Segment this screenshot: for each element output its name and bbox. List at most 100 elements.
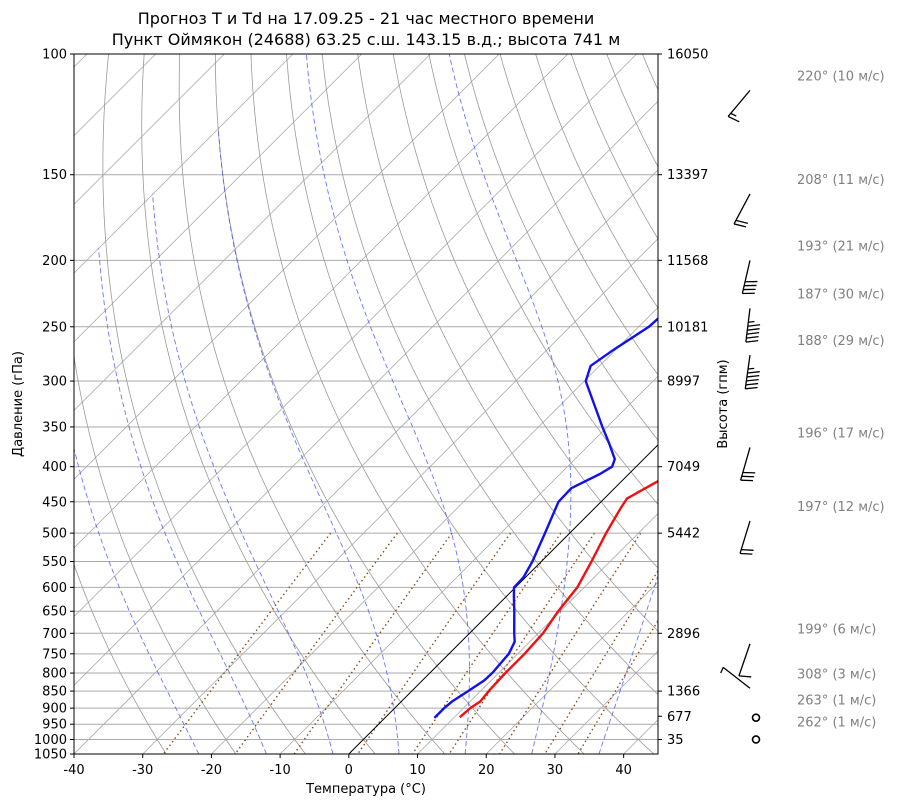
dry-adiabat-line <box>856 54 900 754</box>
dry-adiabat-line <box>642 54 658 91</box>
barb-flag <box>746 378 759 382</box>
height-tick-label: 13397 <box>667 168 708 183</box>
plot-frame <box>73 53 659 755</box>
y-tick-label: 1050 <box>34 748 67 763</box>
wind-label: 197° (12 м/с) <box>797 500 885 515</box>
x-tick-label: 30 <box>547 763 564 778</box>
y-tick-label: 900 <box>42 702 67 717</box>
barb-half-flag <box>747 367 755 370</box>
dry-adiabat-line <box>321 54 658 696</box>
height-tick-label: 10181 <box>667 320 708 335</box>
moist-adiabat-line <box>152 193 334 754</box>
x-tick-label: 0 <box>345 763 353 778</box>
barb-flag <box>745 386 758 390</box>
x-tick-label: -40 <box>63 763 84 778</box>
wind-label: 199° (6 м/с) <box>797 623 876 638</box>
isotherm-line <box>74 169 658 754</box>
moist-adiabat-line <box>74 446 200 754</box>
moist-adiabat-line <box>448 54 572 754</box>
wind-label: 262° (1 м/с) <box>797 715 876 730</box>
isotherm-line <box>74 54 500 480</box>
dry-adiabat-line <box>74 354 237 754</box>
isotherm-line <box>74 54 294 274</box>
x-tick-label: 10 <box>409 763 426 778</box>
moist-adiabat-line <box>305 54 470 754</box>
mixing-ratio-line <box>162 532 332 754</box>
height-tick-label: 8997 <box>667 375 700 390</box>
barb-flag <box>741 549 754 551</box>
wind-label: 208° (11 м/с) <box>797 173 885 188</box>
mixing-ratio-line <box>448 532 596 754</box>
dry-adiabat-line <box>214 54 515 754</box>
height-tick-label: 677 <box>667 710 692 725</box>
wind-barb: 262° (1 м/с) <box>751 715 876 744</box>
ticks-layer: -40 -30 -20 -10 0 10 20 30 40 100 150 200 250 300 350 4… <box>34 48 708 779</box>
zero-isotherm-line <box>348 444 658 754</box>
x-tick-label: 40 <box>615 763 632 778</box>
barb-staff <box>739 520 751 554</box>
y-tick-label: 650 <box>42 605 67 620</box>
dry-adiabat-line <box>392 54 658 569</box>
height-tick-label: 5442 <box>667 527 700 542</box>
y-tick-label: 100 <box>42 48 67 63</box>
wind-label: 193° (21 м/с) <box>797 239 885 254</box>
chart-title-line2: Пункт Оймякон (24688) 63.25 с.ш. 143.15 … <box>112 30 621 49</box>
dry-adiabat-line <box>250 54 585 754</box>
dry-adiabat-line <box>464 54 658 441</box>
isotherm-line <box>74 54 431 412</box>
dry-adiabat-line <box>820 54 900 754</box>
moist-adiabat-line <box>98 248 267 754</box>
calm-circle <box>751 735 761 744</box>
wind-barb: 208° (11 м/с) <box>733 173 885 228</box>
dry-adiabat-line <box>785 54 900 754</box>
dry-adiabat-line <box>286 54 655 754</box>
isotherm-line <box>142 238 658 754</box>
mixing-ratio-line <box>577 619 658 754</box>
y-tick-label: 550 <box>42 555 67 570</box>
barb-half-flag <box>748 320 755 323</box>
barb-staff <box>745 308 751 343</box>
barb-flag <box>738 675 752 678</box>
chart-title-line1: Прогноз T и Td на 17.09.25 - 21 час мест… <box>138 9 594 28</box>
isotherm-line <box>74 54 363 343</box>
height-axis-label: Высота (гпм) <box>716 359 731 448</box>
moist-adiabat-line <box>598 573 658 754</box>
wind-barb: 193° (21 м/с) <box>741 239 885 295</box>
wind-barb: 187° (30 м/с) <box>745 287 885 343</box>
calm-circle <box>751 713 761 722</box>
x-tick-label: 20 <box>478 763 495 778</box>
mixing-ratio-line <box>499 532 642 754</box>
wind-barb: 197° (12 м/с) <box>739 500 885 555</box>
wind-label: 196° (17 м/с) <box>797 426 885 441</box>
barb-flag <box>746 374 760 378</box>
wind-label: 308° (3 м/с) <box>797 667 876 682</box>
barb-half-flag <box>720 667 724 674</box>
isotherm-line <box>623 719 658 754</box>
isotherm-line <box>74 54 569 549</box>
wind-barb: 199° (6 м/с) <box>738 623 876 678</box>
barb-half-flag <box>730 112 737 117</box>
barb-staff <box>744 355 751 389</box>
mixing-ratio-line <box>411 532 562 754</box>
y-tick-label: 700 <box>42 627 67 642</box>
y-tick-label: 450 <box>42 495 67 510</box>
height-tick-label: 7049 <box>667 460 700 475</box>
isotherm-line <box>417 512 658 754</box>
dry-adiabat-line <box>428 54 658 506</box>
y-tick-label: 250 <box>42 320 67 335</box>
y-tick-label: 400 <box>42 460 67 475</box>
barb-staff <box>727 89 751 117</box>
y-tick-label: 200 <box>42 254 67 269</box>
wind-label: 188° (29 м/с) <box>797 334 885 349</box>
dry-adiabat-line <box>570 54 658 240</box>
y-tick-label: 300 <box>42 375 67 390</box>
isotherm-line <box>74 100 658 686</box>
barb-flag <box>745 339 759 343</box>
height-tick-label: 1366 <box>667 685 700 700</box>
y-tick-label: 950 <box>42 718 67 733</box>
isotherm-line <box>74 54 225 205</box>
y-tick-label: 750 <box>42 647 67 662</box>
barb-flag <box>727 115 740 123</box>
barb-staff <box>733 193 751 225</box>
barb-staff <box>740 447 751 481</box>
